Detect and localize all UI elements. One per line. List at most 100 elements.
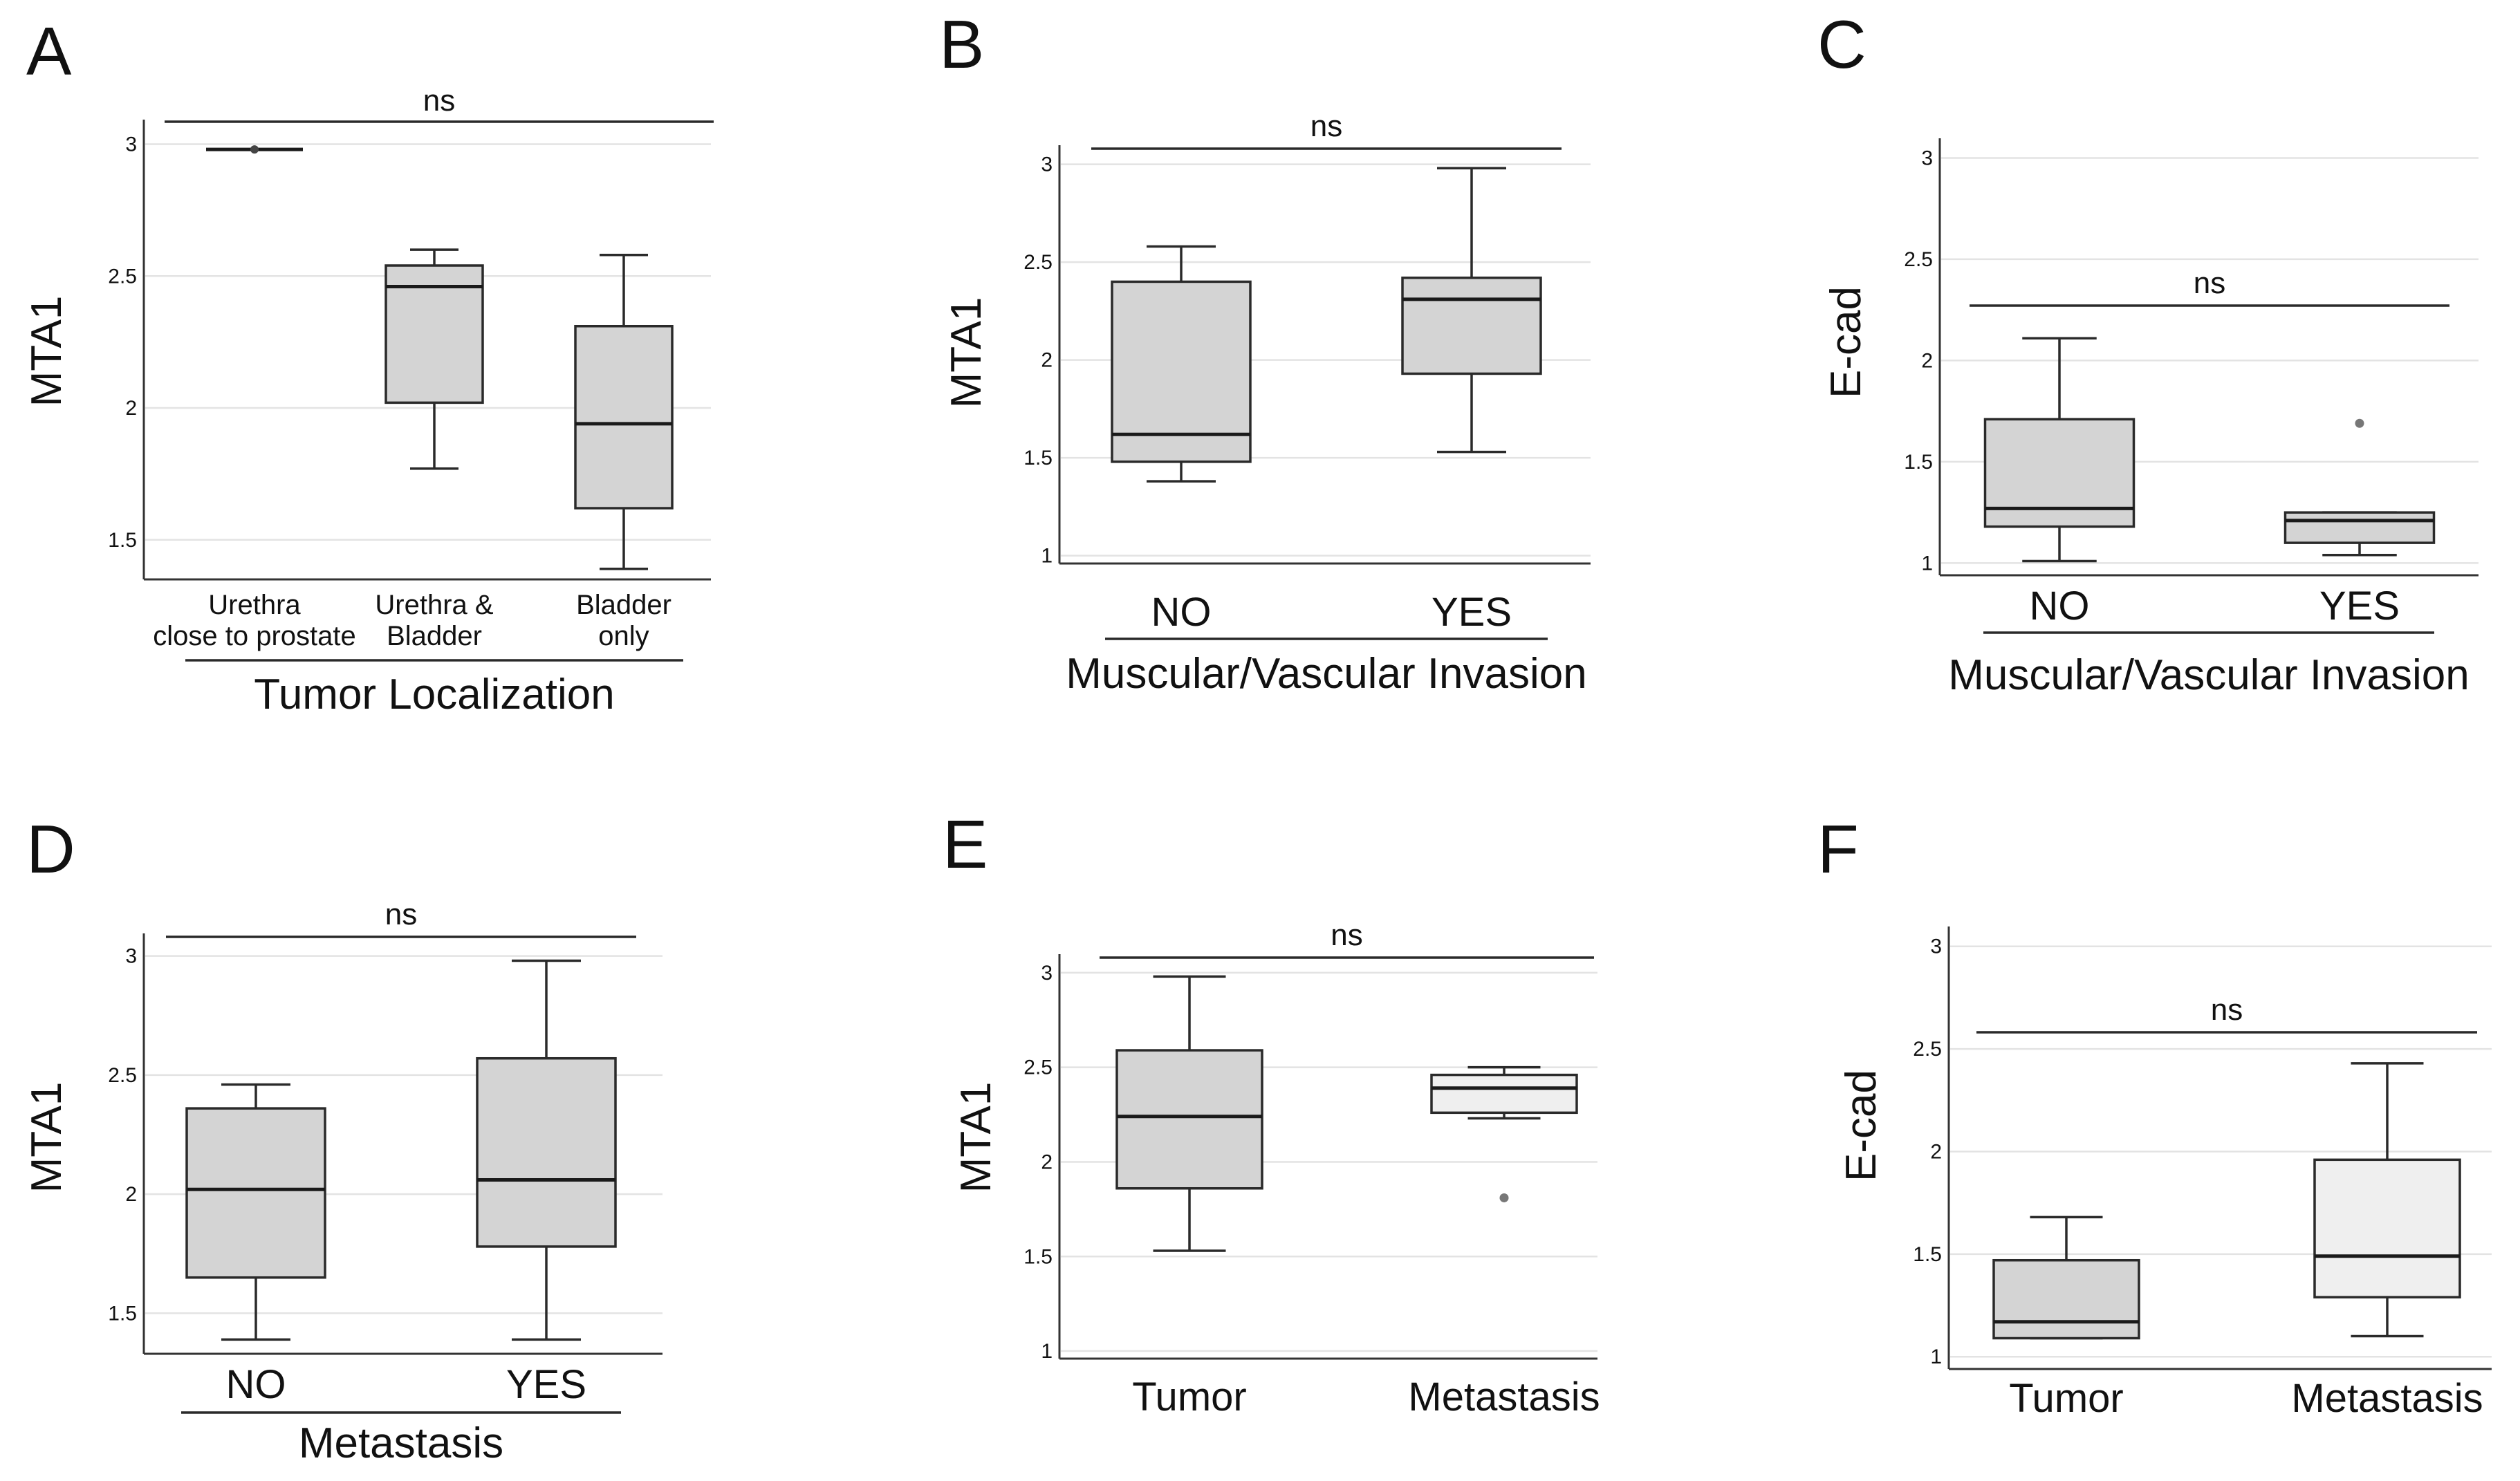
iqr-box [1111,280,1252,463]
significance-label: ns [2194,266,2225,300]
x-category-label: NO [2030,584,2090,628]
y-tick-label: 2 [1930,1140,1942,1163]
x-category-label: NO [1151,590,1212,635]
x-group-label: Muscular/Vascular Invasion [1066,650,1587,698]
y-tick-label: 3 [1041,153,1053,176]
x-category-label: YES [1432,590,1512,635]
y-tick-label: 3 [125,133,137,156]
x-group-label: Muscular/Vascular Invasion [1948,651,2470,699]
x-category-label: Bladder [576,590,671,620]
significance-label: ns [2211,993,2243,1027]
x-category-label: Metastasis [1408,1375,1600,1419]
x-category-label: Bladder [387,621,482,651]
box-1 [1111,245,1252,483]
y-tick-label: 2.5 [1023,1056,1053,1079]
x-category-label: YES [506,1362,586,1407]
x-category-label: Tumor [2009,1376,2123,1421]
y-tick-label: 2.5 [1913,1038,1942,1061]
box-2 [385,248,484,470]
significance-label: ns [1331,918,1362,952]
iqr-box [1992,1258,2140,1340]
x-category-label: NO [226,1362,286,1407]
panel-letter: B [939,6,984,82]
y-tick-label: 2.5 [108,1064,137,1087]
iqr-box [185,1107,326,1279]
y-tick-label: 3 [1041,962,1053,985]
x-category-label: Urethra [208,590,301,620]
y-tick-label: 2 [125,1183,137,1206]
y-tick-label: 2.5 [108,265,137,288]
y-tick-label: 2.5 [1023,251,1053,274]
iqr-box [2283,511,2436,544]
y-tick-label: 1 [1041,1340,1053,1363]
box-1 [1992,1215,2140,1340]
panel-letter: C [1817,6,1866,82]
x-category-label: close to prostate [153,621,356,651]
box-2 [1430,1065,1578,1202]
box-1 [185,1083,326,1341]
box-1 [1115,975,1263,1252]
y-tick-label: 1 [1921,552,1933,575]
y-tick-label: 2.5 [1904,248,1933,271]
panel-letter: D [26,811,75,887]
box-1 [206,145,303,154]
y-tick-label: 3 [1930,935,1942,958]
y-tick-label: 3 [125,945,137,968]
panel-letter: F [1817,811,1859,887]
y-tick-label: 1.5 [1904,451,1933,474]
y-axis-label: MTA1 [943,297,990,409]
y-tick-label: 2 [1041,349,1053,372]
box-2 [2283,418,2436,557]
y-tick-label: 1.5 [1023,447,1053,469]
panel-c: C 1 1.5 2 2.5 3 E-cad ns NO YES Muscular/Vascular … [1817,6,2479,699]
panel-e: E 1 1.5 2 2.5 3 MTA1 ns Tumor Metastasis [943,806,1600,1419]
y-tick-label: 1.5 [1913,1243,1942,1266]
box-2 [1401,167,1542,454]
significance-label: ns [1310,109,1342,143]
x-category-label: Tumor [1132,1375,1246,1419]
x-category-label: Metastasis [2291,1376,2483,1421]
box-2 [476,959,617,1341]
data-point [250,145,259,154]
x-category-label: YES [2319,584,2400,628]
iqr-box [574,325,674,510]
x-group-label: Metastasis [299,1419,503,1467]
iqr-box [385,264,484,404]
panel-b: B 1 1.5 2 2.5 3 MTA1 ns NO YES Muscular/Vascular I… [939,6,1591,698]
y-tick-label: 1.5 [108,529,137,552]
y-tick-label: 2 [1921,349,1933,372]
y-axis-label: MTA1 [23,296,71,407]
box-2 [2313,1062,2461,1338]
significance-label: ns [423,84,455,118]
iqr-box [1983,418,2135,528]
iqr-box [1115,1049,1263,1190]
outlier-point [1499,1193,1509,1202]
x-group-label: Tumor Localization [254,671,615,718]
y-tick-label: 1.5 [1023,1245,1053,1268]
x-category-label: Urethra & [375,590,493,620]
y-axis-label: E-cad [1837,1070,1885,1182]
iqr-box [1401,277,1542,375]
panel-f: F 1 1.5 2 2.5 3 E-cad ns Tumor Metastasis [1817,811,2492,1421]
iqr-box [2313,1158,2461,1298]
box-3 [574,254,674,570]
panel-letter: A [26,13,72,89]
y-axis-label: MTA1 [23,1082,71,1193]
y-tick-label: 2 [1041,1151,1053,1173]
y-tick-label: 1.5 [108,1302,137,1325]
iqr-box [476,1056,617,1248]
x-category-label: only [598,621,649,651]
y-axis-label: MTA1 [952,1082,1000,1193]
y-tick-label: 2 [125,397,137,420]
iqr-box [1430,1073,1578,1115]
significance-label: ns [385,897,417,931]
y-tick-label: 1 [1930,1345,1942,1368]
panel-letter: E [943,806,988,882]
y-tick-label: 3 [1921,147,1933,169]
y-tick-label: 1 [1041,545,1053,568]
box-1 [1983,337,2135,563]
y-axis-label: E-cad [1822,286,1870,398]
